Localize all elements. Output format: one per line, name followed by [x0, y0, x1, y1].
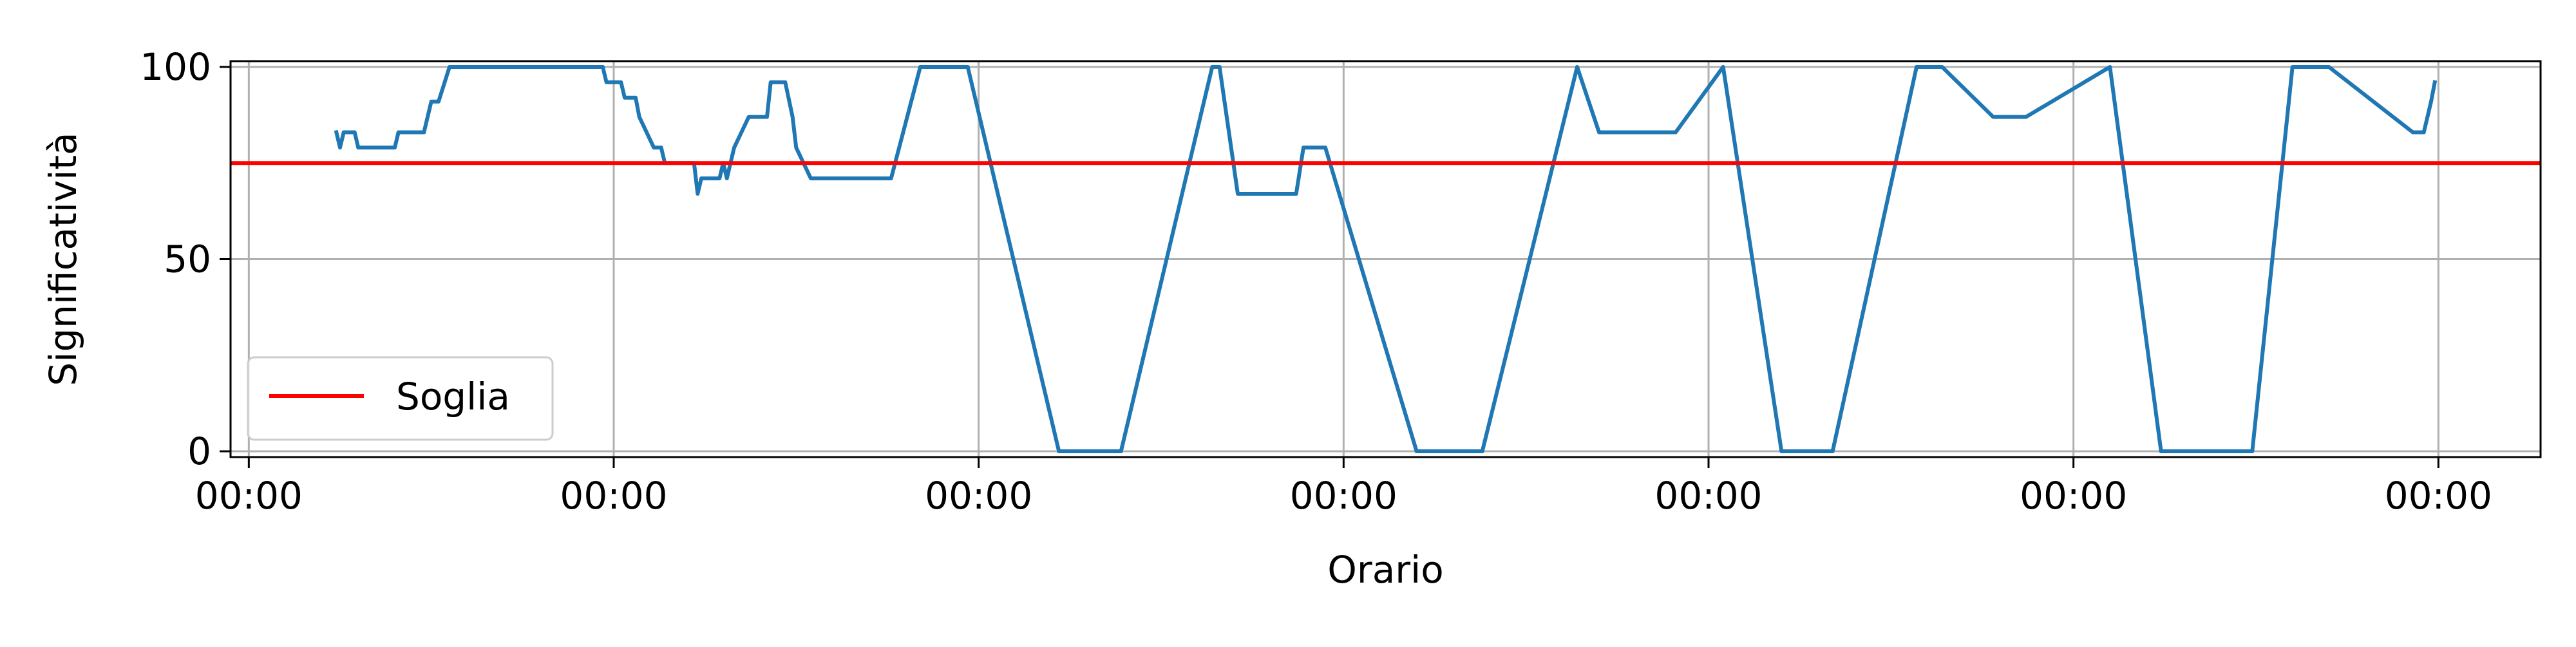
x-tick-label: 00:00 — [2020, 474, 2127, 518]
x-axis-label: Orario — [1327, 548, 1444, 592]
x-tick-label: 00:00 — [1654, 474, 1762, 518]
y-tick-label: 50 — [164, 238, 211, 281]
x-tick-label: 00:00 — [195, 474, 303, 518]
y-tick-label: 0 — [187, 429, 211, 473]
plot-area — [231, 65, 2541, 453]
series-line-significativita — [334, 65, 2438, 453]
legend-box — [247, 356, 554, 441]
grid-lines — [231, 61, 2541, 457]
y-tick-label: 100 — [140, 45, 211, 89]
x-tick-label: 00:00 — [1290, 474, 1397, 518]
x-tick-label: 00:00 — [925, 474, 1032, 518]
y-axis-label: Significatività — [41, 132, 85, 386]
x-tick-label: 00:00 — [560, 474, 667, 518]
legend-label-soglia: Soglia — [396, 375, 510, 418]
x-tick-label: 00:00 — [2385, 474, 2492, 518]
axis-ticks: 00:00 00:00 00:00 00:00 00:00 00:00 00:0005010… — [140, 45, 2492, 518]
legend: Soglia — [247, 356, 554, 441]
